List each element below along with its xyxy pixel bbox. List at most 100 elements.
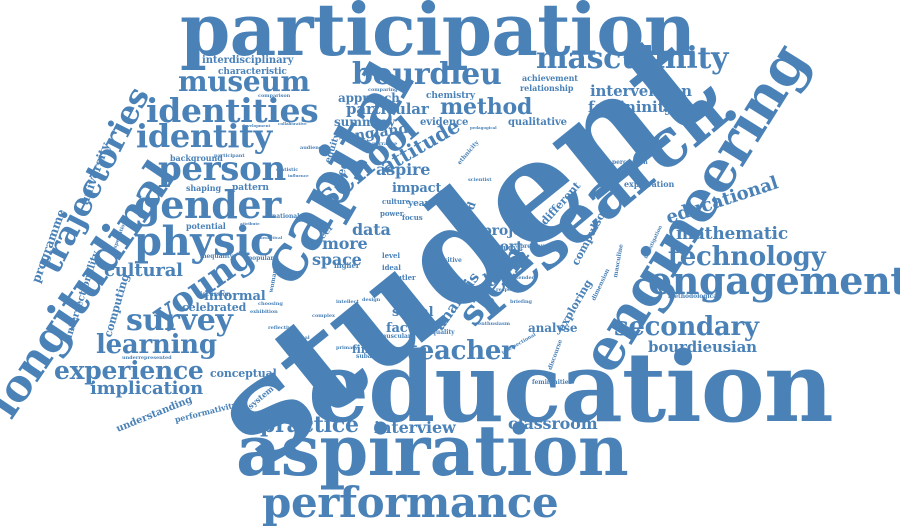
word-bourdieu: bourdieu — [352, 57, 502, 92]
word-attribute: attribute — [240, 221, 260, 226]
word-exceptional: exceptional — [278, 335, 310, 341]
word-comparing: comparing — [368, 87, 398, 93]
word-culture: culture — [382, 197, 410, 206]
word-complex: complex — [312, 313, 335, 319]
word-gender: gender — [134, 182, 281, 227]
word-education: education — [308, 331, 834, 444]
word-aspire: aspire — [376, 160, 431, 179]
word-power: power — [380, 209, 404, 218]
word-year: year — [408, 199, 430, 209]
word-methodological: methodological — [668, 293, 720, 300]
word-choosing: choosing — [258, 301, 283, 307]
word-more: more — [322, 234, 368, 253]
word-participation: participation — [180, 0, 696, 72]
word-achievement: achievement — [522, 73, 578, 83]
word-woman: woman — [267, 268, 279, 294]
word-focus: focus — [402, 213, 423, 222]
word-secondary: secondary — [614, 312, 759, 342]
word-relationship: relationship — [520, 83, 574, 93]
word-collaborative: collaborative — [278, 121, 307, 126]
word-narrative: narrative — [372, 141, 398, 147]
word-analyse: analyse — [528, 321, 578, 335]
word-equality: equality — [428, 329, 455, 336]
word-implication: implication — [90, 378, 204, 399]
word-influence: influence — [288, 173, 309, 178]
word-qualitative: qualitative — [508, 117, 567, 128]
word-approach: approach — [338, 91, 400, 105]
word-social: social — [392, 305, 434, 320]
word-classroom: classroom — [508, 414, 598, 433]
word-physic: physic — [134, 218, 274, 265]
word-technology: technology — [668, 242, 826, 272]
word-survey: survey — [126, 303, 233, 338]
word-study: study — [496, 243, 517, 252]
word-informal: informal — [204, 289, 266, 304]
word-factor: factor — [386, 321, 429, 336]
word-masculinity: masculinity — [536, 41, 729, 76]
word-butler: butler — [392, 273, 416, 282]
word-discussion: discussion — [196, 291, 231, 298]
word-higher: higher — [334, 261, 360, 270]
word-particular: particular — [346, 100, 429, 118]
word-report: report — [474, 239, 523, 255]
word-interview: interview — [374, 418, 456, 437]
word-level: level — [382, 251, 400, 260]
word-intellect: intellect — [336, 299, 359, 305]
word-extended: extended — [510, 275, 536, 281]
word-scientist: scientist — [468, 177, 492, 183]
word-popular: popular — [248, 255, 274, 262]
word-enthusiasm: enthusiasm — [478, 321, 510, 327]
word-national: national — [272, 213, 300, 220]
word-characteristic: characteristic — [218, 67, 287, 77]
word-method: method — [440, 94, 533, 120]
word-femininity: femininity — [588, 98, 673, 116]
word-briefing: briefing — [510, 299, 532, 305]
word-practice: practice — [260, 412, 359, 438]
word-femininities: femininities — [532, 379, 572, 386]
word-learning: learning — [96, 330, 217, 360]
word-response: response — [496, 287, 521, 293]
word-project: project — [482, 223, 537, 239]
word-space: space — [312, 250, 362, 269]
word-celebrated: celebrated — [182, 301, 247, 314]
word-potential: potential — [186, 221, 226, 231]
word-impact: impact — [392, 181, 442, 196]
word-participant: participant — [214, 153, 245, 159]
word-engagement: engagement — [648, 258, 900, 303]
word-positive: positive — [436, 257, 462, 264]
word-summary: summary — [334, 115, 396, 129]
word-perception: perception — [612, 159, 648, 166]
word-museum: museum — [178, 65, 310, 98]
word-identity: identity — [136, 117, 272, 155]
word-pedagogical: pedagogical — [470, 125, 497, 130]
word-subaltern: subaltern — [356, 353, 388, 360]
word-bourdieusian: bourdieusian — [648, 338, 757, 356]
word-pattern: pattern — [232, 183, 269, 193]
word-inequality: inequality — [200, 253, 234, 260]
word-previous: previous — [520, 243, 549, 250]
word-development: development — [242, 123, 271, 128]
word-reflective: reflective — [268, 325, 294, 331]
word-interdisciplinary: interdisciplinary — [202, 55, 294, 66]
word-background: background — [170, 153, 223, 163]
word-audience: audience — [300, 145, 325, 151]
word-intervention: intervention — [590, 82, 692, 100]
word-aspiration: aspiration — [236, 409, 629, 492]
word-shaping: shaping — [186, 183, 221, 193]
word-finding: finding — [352, 343, 396, 356]
word-data: data — [352, 220, 391, 239]
word-conceptual: conceptual — [210, 367, 277, 380]
word-theoretical: theoretical — [258, 235, 283, 240]
word-person: person — [158, 149, 286, 189]
word-identities: identities — [146, 91, 319, 130]
word-muscular: muscular — [380, 333, 411, 340]
word-teacher: teacher — [406, 336, 515, 366]
word-experience: experience — [54, 356, 204, 385]
word-exhibition: exhibition — [250, 309, 278, 315]
word-chemistry: chemistry — [426, 91, 476, 101]
word-cultural: cultural — [104, 260, 183, 281]
word-mathematic: mathematic — [676, 224, 788, 244]
word-design: design — [362, 297, 381, 303]
word-statistic: statistic — [276, 167, 299, 173]
